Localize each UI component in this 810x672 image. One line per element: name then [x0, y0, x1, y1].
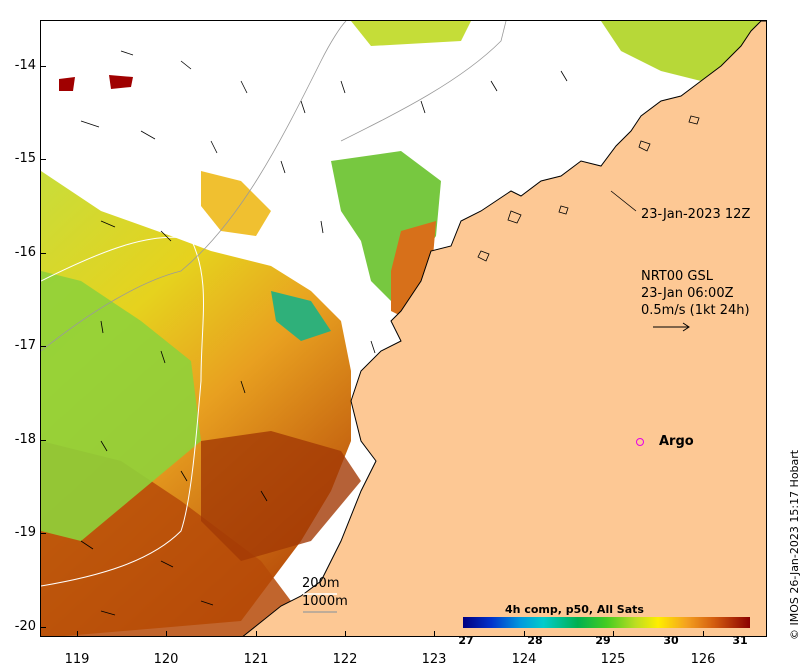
colorbar — [463, 617, 750, 628]
colorbar-tick-27: 27 — [458, 634, 474, 647]
lat-tickmark — [40, 440, 46, 441]
lon-tickmark — [613, 631, 614, 637]
sst-field-hotspot — [201, 431, 361, 561]
lat-tick-14: -14 — [14, 58, 36, 73]
sst-patch-red — [59, 75, 133, 91]
lat-tickmark — [40, 627, 46, 628]
lon-tick-123: 123 — [421, 652, 447, 667]
lat-tickmark — [40, 253, 46, 254]
lat-tickmark — [40, 533, 46, 534]
isobath-1000m-east — [340, 21, 507, 142]
current-scale-label: 0.5m/s (1kt 24h) — [641, 303, 750, 318]
colorbar-title: 4h comp, p50, All Sats — [505, 603, 644, 616]
land-mass — [242, 21, 766, 636]
lon-tick-125: 125 — [600, 652, 626, 667]
lon-tick-121: 121 — [243, 652, 269, 667]
isobath-1000m — [41, 21, 347, 352]
lat-tickmark — [40, 66, 46, 67]
colorbar-tick-28: 28 — [527, 634, 543, 647]
sst-patch-teal — [271, 291, 331, 341]
current-time-label: 23-Jan 06:00Z — [641, 286, 734, 301]
imos-credit: © IMOS 26-Jan-2023 15:17 Hobart — [788, 449, 801, 640]
colorbar-tick-30: 30 — [663, 634, 679, 647]
lon-tickmark — [345, 631, 346, 637]
isobath-200m — [41, 236, 204, 587]
lon-tick-120: 120 — [153, 652, 179, 667]
lat-tick-16: -16 — [14, 245, 36, 260]
track-pointer — [610, 190, 637, 212]
sst-map — [41, 21, 766, 636]
lon-tick-119: 119 — [64, 652, 90, 667]
sst-patch-top — [351, 21, 471, 46]
lon-tickmark — [77, 631, 78, 637]
lat-tickmark — [40, 159, 46, 160]
lat-tick-17: -17 — [14, 338, 36, 353]
current-source-label: NRT00 GSL — [641, 269, 713, 284]
current-vectors — [80, 50, 568, 616]
current-scale-arrow — [653, 322, 690, 332]
lon-tickmark — [524, 631, 525, 637]
lon-tickmark — [166, 631, 167, 637]
isobath-legend-200m: 200m — [302, 576, 340, 591]
colorbar-tick-29: 29 — [595, 634, 611, 647]
lon-tickmark — [703, 631, 704, 637]
argo-float-marker[interactable] — [636, 438, 644, 446]
track-time-label: 23-Jan-2023 12Z — [641, 207, 751, 222]
argo-label: Argo — [659, 434, 694, 449]
lon-tickmark — [434, 631, 435, 637]
map-panel — [40, 20, 767, 637]
lat-tick-18: -18 — [14, 432, 36, 447]
lat-tick-15: -15 — [14, 151, 36, 166]
lon-tickmark — [256, 631, 257, 637]
isobath-legend-1000m: 1000m — [302, 594, 348, 609]
islands — [477, 115, 700, 262]
colorbar-tick-31: 31 — [732, 634, 748, 647]
lon-tick-124: 124 — [511, 652, 537, 667]
sst-field-green — [41, 271, 201, 541]
sst-patch-north-1 — [201, 171, 271, 236]
lat-tickmark — [40, 346, 46, 347]
lat-tick-20: -20 — [14, 619, 36, 634]
lon-tick-122: 122 — [332, 652, 358, 667]
lat-tick-19: -19 — [14, 525, 36, 540]
lon-tick-126: 126 — [690, 652, 716, 667]
sst-patch-north-3 — [391, 221, 436, 321]
